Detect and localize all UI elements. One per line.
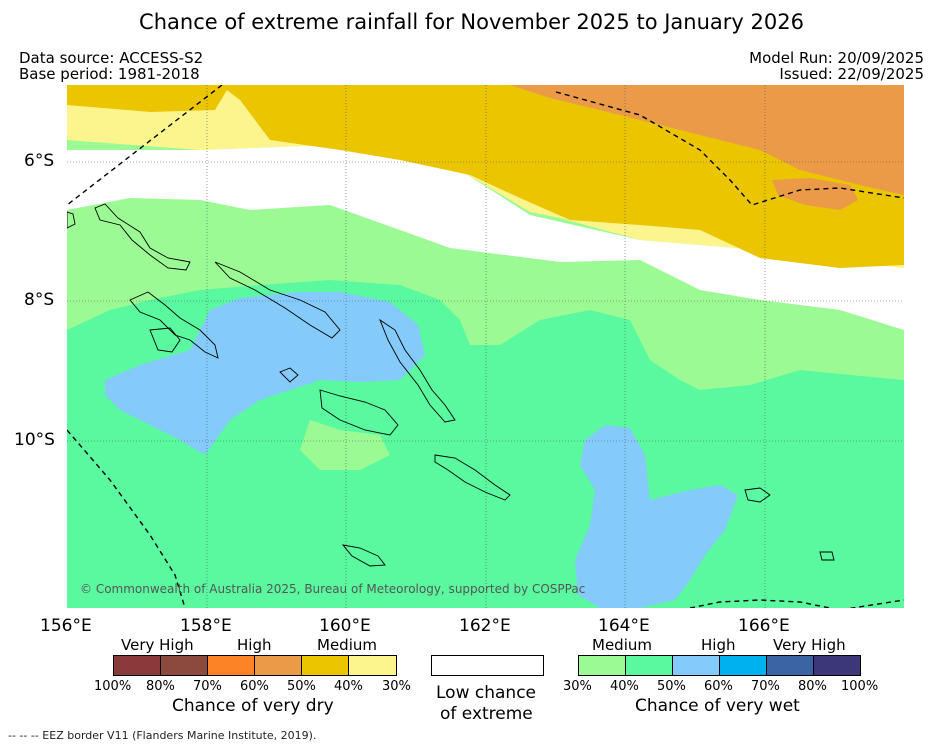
wet-swatch-40-50: [625, 655, 673, 676]
eez-footnote: -- -- -- EEZ border V11 (Flanders Marine…: [8, 729, 317, 742]
low-chance-band: [67, 145, 904, 330]
dry-legend-title: Chance of very dry: [172, 696, 334, 716]
dry-swatch-80-70: [160, 655, 208, 676]
island-guadalcanal: [319, 389, 399, 436]
islands: [67, 203, 835, 567]
dry-swatch-60-50: [254, 655, 302, 676]
lon-label-160e: 160°E: [319, 616, 371, 636]
base-period: Base period: 1981-2018: [19, 65, 200, 83]
dry-tick-40: 40%: [334, 679, 363, 694]
island-bougainville: [94, 203, 191, 271]
dry-high-patch: [772, 178, 858, 210]
wet-tick-60: 60%: [704, 679, 733, 694]
island-anuta: [819, 551, 835, 561]
dry-category-medium: Medium: [317, 636, 377, 654]
wet-tick-80: 80%: [798, 679, 827, 694]
wet-category-medium: Medium: [592, 636, 652, 654]
lat-label-6s: 6°S: [24, 151, 55, 171]
eez-border-nw: [67, 85, 223, 206]
lon-label-162e: 162°E: [459, 616, 511, 636]
wet-swatch-60-70: [719, 655, 767, 676]
island-makira: [434, 454, 511, 501]
wet-tick-40: 40%: [610, 679, 639, 694]
lon-label-164e: 164°E: [598, 616, 650, 636]
dry-category-very-high: Very High: [121, 636, 194, 654]
graticule: [67, 85, 904, 608]
dry-swatch-40-30: [348, 655, 397, 676]
dry-swatch-100-80: [113, 655, 161, 676]
dry-tick-100: 100%: [94, 679, 132, 694]
dry-swatch-50-40: [301, 655, 349, 676]
island-santa-cruz: [744, 487, 771, 503]
wet-medium-patch: [300, 420, 390, 470]
wet-high-region-east: [575, 425, 738, 608]
dry-medium-region-west: [67, 85, 230, 112]
lon-label-158e: 158°E: [180, 616, 232, 636]
eez-border-ne: [555, 91, 904, 206]
dry-category-high: High: [237, 636, 272, 654]
wet-category-very-high: Very High: [773, 636, 846, 654]
wet-high-region-west: [105, 292, 425, 455]
island-santa-isabel: [214, 261, 341, 339]
issued-date: Issued: 22/09/2025: [779, 65, 924, 83]
neutral-label-line2: of extreme: [440, 704, 533, 724]
wet-legend-title: Chance of very wet: [635, 696, 800, 716]
dry-tick-70: 70%: [193, 679, 222, 694]
eez-border-se: [689, 599, 904, 608]
wet-swatch-70-80: [766, 655, 814, 676]
dry-tick-50: 50%: [287, 679, 316, 694]
island-malaita: [379, 318, 456, 423]
metadata-left: Data source: ACCESS-S2 Base period: 1981…: [19, 50, 203, 82]
eez-border-sw: [67, 429, 186, 608]
wet-category-high: High: [701, 636, 736, 654]
wet-swatch-50-60: [672, 655, 720, 676]
metadata-right: Model Run: 20/09/2025 Issued: 22/09/2025: [749, 50, 924, 82]
island-russell: [279, 367, 299, 383]
neutral-swatch: [431, 655, 544, 676]
wet-swatch-30-40: [578, 655, 626, 676]
copyright-notice: © Commonwealth of Australia 2025, Bureau…: [80, 582, 586, 596]
lat-label-10s: 10°S: [14, 430, 55, 450]
lon-label-156e: 156°E: [40, 616, 92, 636]
dry-tick-60: 60%: [240, 679, 269, 694]
island-west-edge: [67, 211, 76, 229]
island-vella: [149, 327, 181, 353]
dry-high-region: [510, 85, 904, 195]
lon-label-166e: 166°E: [738, 616, 790, 636]
island-rennell: [341, 544, 386, 567]
island-choiseul: [129, 291, 219, 359]
neutral-label-line1: Low chance: [436, 683, 536, 703]
eez-borders: [67, 85, 904, 608]
model-run: Model Run: 20/09/2025: [749, 49, 924, 67]
wet-tick-100: 100%: [841, 679, 879, 694]
dry-tick-30: 30%: [382, 679, 411, 694]
lat-label-8s: 8°S: [24, 290, 55, 310]
wet-tick-50: 50%: [657, 679, 686, 694]
wet-tick-30: 30%: [563, 679, 592, 694]
map-area: [67, 85, 904, 608]
wet-swatch-80-100: [813, 655, 861, 676]
dry-tick-80: 80%: [146, 679, 175, 694]
wet-tick-70: 70%: [751, 679, 780, 694]
map-title: Chance of extreme rainfall for November …: [139, 10, 804, 34]
data-source: Data source: ACCESS-S2: [19, 49, 204, 67]
dry-swatch-70-60: [207, 655, 255, 676]
